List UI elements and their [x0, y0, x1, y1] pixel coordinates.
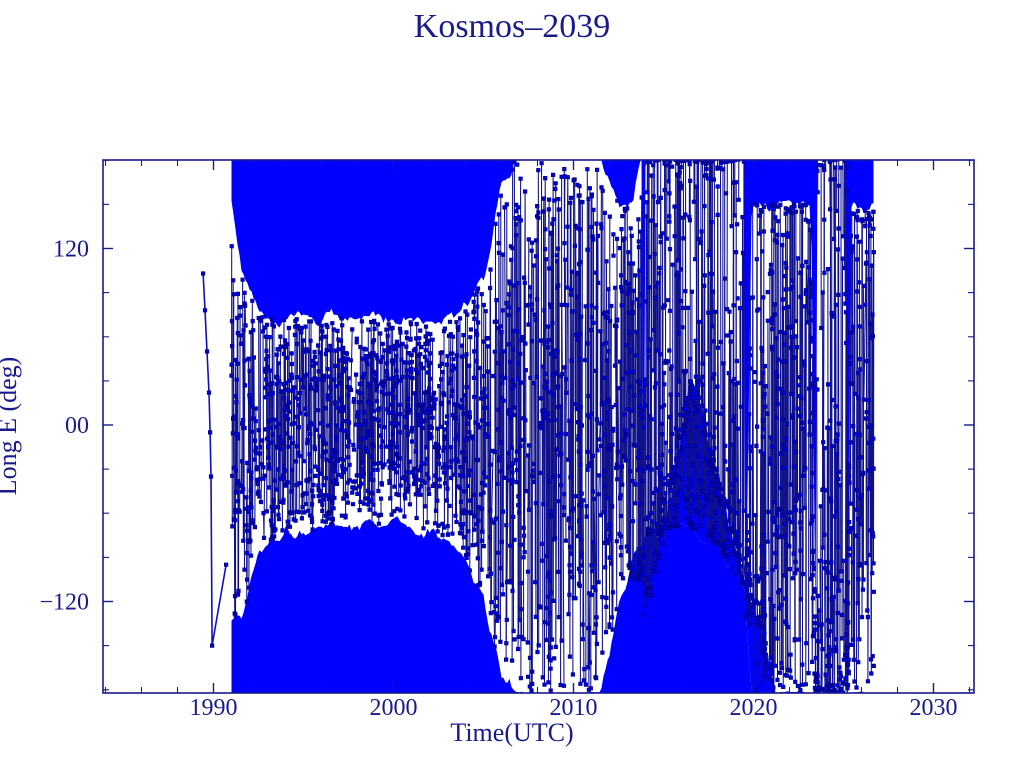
svg-text:1990: 1990	[190, 695, 238, 721]
svg-text:120: 120	[53, 237, 89, 263]
svg-text:2010: 2010	[550, 695, 598, 721]
svg-text:2000: 2000	[370, 695, 418, 721]
svg-text:00: 00	[65, 413, 89, 439]
svg-text:2030: 2030	[910, 695, 958, 721]
svg-text:2020: 2020	[730, 695, 778, 721]
svg-text:−120: −120	[39, 590, 89, 616]
